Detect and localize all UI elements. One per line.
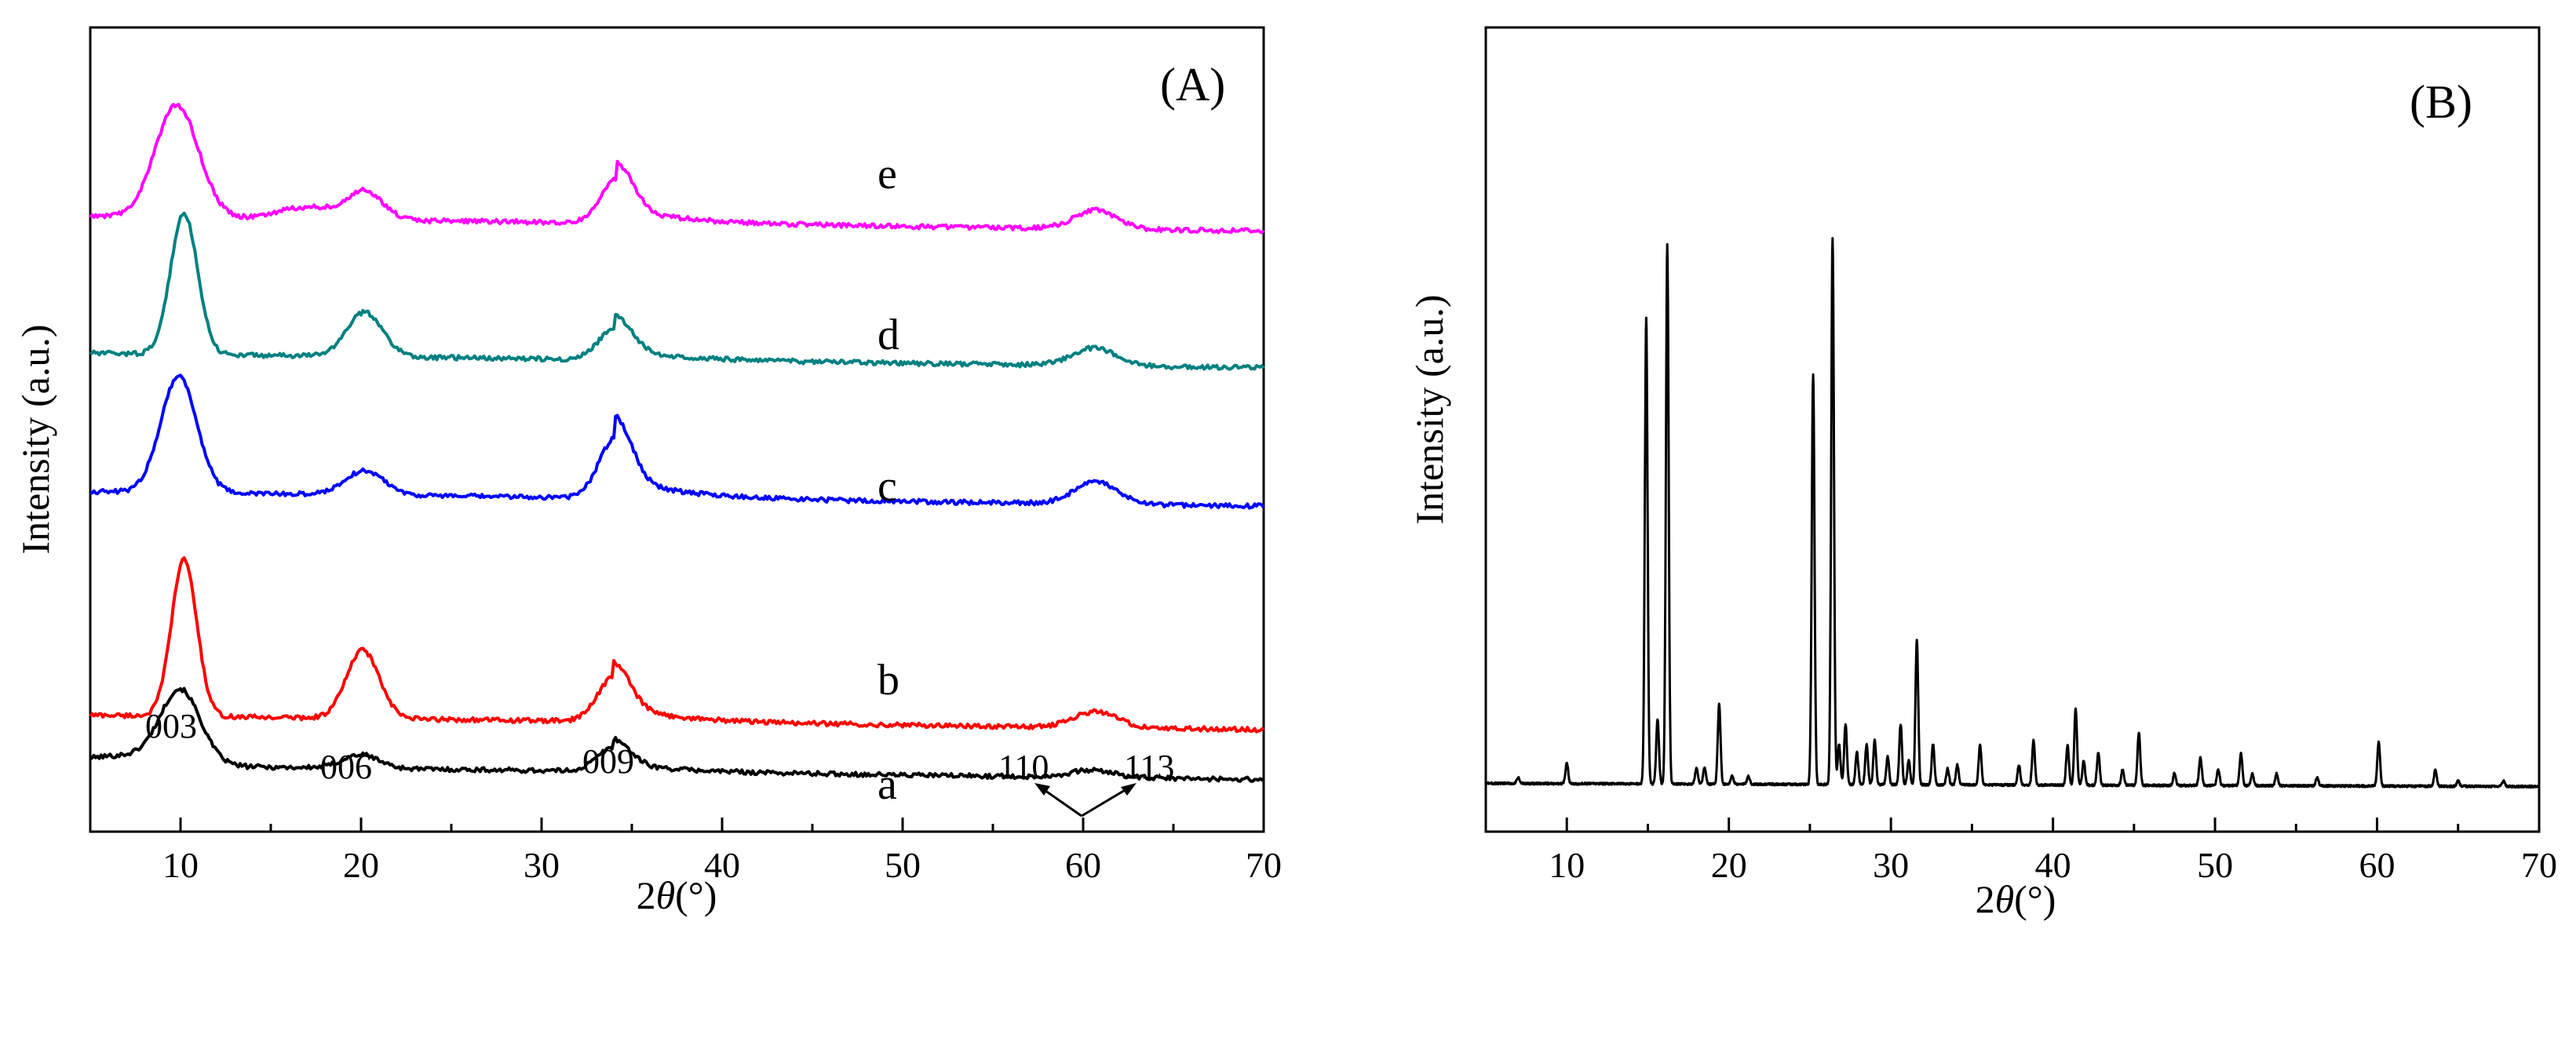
peak-label-003: 003	[145, 707, 197, 745]
x-axis-label-a: 2θ(°)	[637, 873, 717, 917]
x-tick-label-b-70: 70	[2521, 845, 2557, 885]
x-tick-label-b-10: 10	[1549, 845, 1585, 885]
x-tick-label-a-30: 30	[524, 845, 560, 885]
curve-label-b: b	[878, 656, 899, 705]
curve-label-e: e	[878, 150, 897, 198]
series-line-e	[89, 103, 1265, 235]
x-axis-label-b: 2θ(°)	[1976, 877, 2056, 921]
peak-label-009: 009	[582, 742, 634, 781]
x-tick-label-a-40: 40	[704, 845, 740, 885]
x-tick-label-a-20: 20	[343, 845, 379, 885]
curves-b	[1484, 237, 2541, 789]
series-line-c	[89, 373, 1265, 510]
series-line-b	[1484, 237, 2541, 789]
series-line-a	[89, 687, 1265, 783]
panel-b: 10 20 30 40 50 60 70 (B) Intensity (a.u.) 2θ(°…	[1407, 26, 2557, 921]
x-tick-label-a-60: 60	[1065, 845, 1101, 885]
x-axis-label-b-theta: θ	[1995, 877, 2015, 921]
x-tick-label-b-50: 50	[2197, 845, 2233, 885]
x-tick-label-b-30: 30	[1873, 845, 1909, 885]
series-line-b	[89, 556, 1265, 734]
x-axis-label-b-suffix: (°)	[2014, 877, 2056, 921]
panel-label-b: (B)	[2410, 76, 2472, 128]
x-axis-label-b-prefix: 2	[1976, 877, 1995, 921]
x-axis-label-a-prefix: 2	[637, 873, 656, 917]
curve-label-a: a	[878, 760, 897, 809]
arrowhead-110	[1034, 783, 1050, 796]
y-axis-label-a: Intensity (a.u.)	[13, 325, 57, 555]
x-tick-label-a-70: 70	[1246, 845, 1282, 885]
plot-frame-a	[89, 26, 1265, 833]
x-axis-label-a-theta: θ	[656, 873, 676, 917]
arrowhead-113	[1121, 783, 1137, 796]
peak-label-113: 113	[1124, 748, 1174, 786]
x-axis-label-a-suffix: (°)	[675, 873, 717, 917]
x-ticks-a: 10 20 30 40 50 60 70	[89, 818, 1282, 885]
series-line-d	[89, 211, 1265, 371]
x-ticks-b: 10 20 30 40 50 60 70	[1484, 818, 2557, 885]
x-tick-label-b-60: 60	[2359, 845, 2395, 885]
curves-a	[89, 103, 1265, 783]
curve-label-d: d	[878, 311, 899, 359]
arrow-113	[1081, 785, 1131, 818]
x-tick-label-a-10: 10	[162, 845, 199, 885]
panel-label-a: (A)	[1160, 59, 1225, 111]
y-axis-label-b: Intensity (a.u.)	[1407, 295, 1451, 525]
x-tick-label-a-50: 50	[885, 845, 921, 885]
panel-a: 10 20 30 40 50 60 70 (A) Intensity (a.u.) 2θ(°…	[13, 26, 1282, 917]
x-tick-label-b-20: 20	[1711, 845, 1747, 885]
plot-frame-b	[1484, 26, 2541, 833]
x-tick-label-b-40: 40	[2035, 845, 2071, 885]
curve-label-c: c	[878, 462, 897, 511]
arrow-110	[1039, 785, 1082, 818]
peak-label-006: 006	[320, 748, 372, 786]
peak-label-110: 110	[998, 748, 1049, 786]
